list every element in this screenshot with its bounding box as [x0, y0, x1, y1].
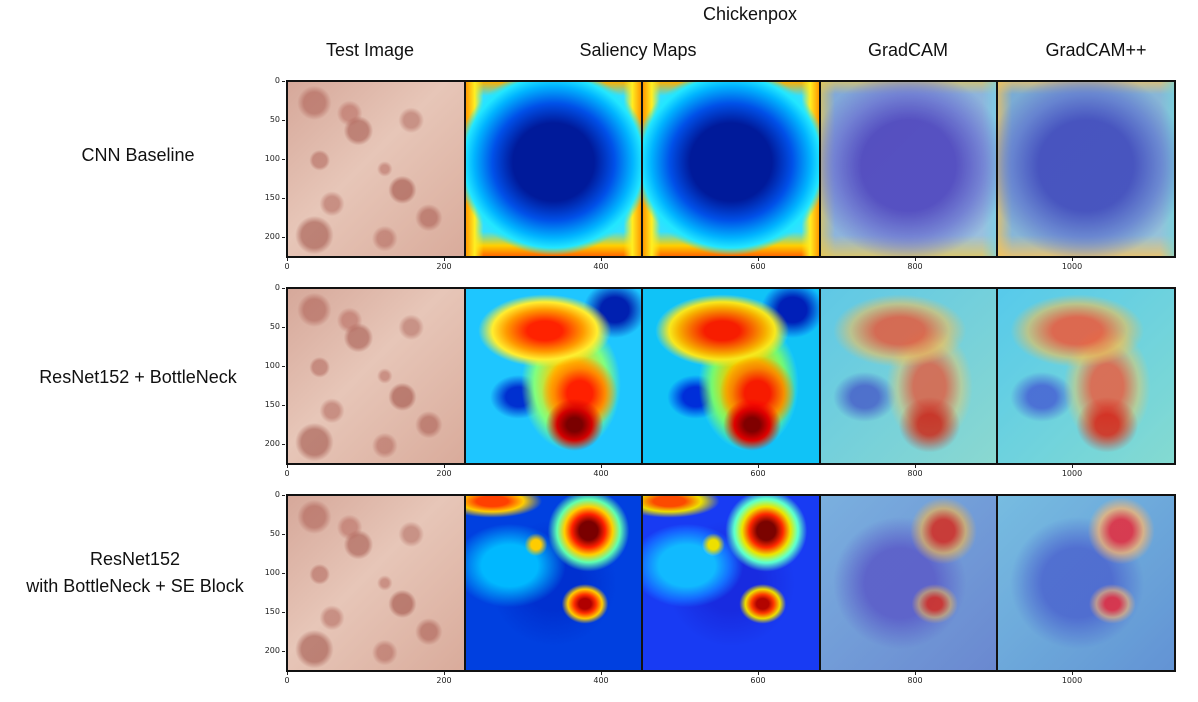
y-tick-label: 50	[258, 322, 285, 331]
gradcam-plus-tile	[996, 82, 1174, 256]
column-header-saliency-maps: Saliency Maps	[579, 40, 697, 60]
y-tick-label: 0	[258, 490, 285, 499]
x-tick-label: 1000	[1057, 465, 1087, 478]
x-tick-label: 800	[900, 465, 930, 478]
saliency-map-tile	[463, 289, 642, 463]
panel-row-resnet152-se	[286, 494, 1176, 672]
x-tick-label: 800	[900, 258, 930, 271]
x-tick-label: 200	[429, 672, 459, 685]
gradcam-tile	[818, 496, 997, 670]
y-tick-label: 0	[258, 283, 285, 292]
x-tick-label: 600	[743, 672, 773, 685]
y-tick-label: 150	[258, 193, 285, 202]
gradcam-tile	[818, 82, 997, 256]
x-tick-label: 600	[743, 465, 773, 478]
y-tick-label: 150	[258, 607, 285, 616]
column-header-gradcam-plus: GradCAM++	[1045, 40, 1147, 60]
x-tick-label: 0	[272, 258, 302, 271]
x-tick-label: 400	[586, 465, 616, 478]
panel-row-cnn-baseline	[286, 80, 1176, 258]
row-label-line: CNN Baseline	[81, 145, 195, 165]
test-image-tile	[288, 82, 464, 256]
y-tick-label: 100	[258, 361, 285, 370]
x-tick-label: 200	[429, 258, 459, 271]
test-image-tile	[288, 289, 464, 463]
row-label-line: with BottleNeck + SE Block	[26, 576, 244, 596]
column-header-gradcam: GradCAM	[867, 40, 948, 60]
x-tick-label: 800	[900, 672, 930, 685]
x-tick-label: 0	[272, 672, 302, 685]
row-label-line: ResNet152	[89, 549, 181, 569]
x-tick-label: 400	[586, 258, 616, 271]
x-tick-label: 1000	[1057, 672, 1087, 685]
test-image-tile	[288, 496, 464, 670]
y-tick-label: 200	[258, 232, 285, 241]
row-label-resnet152-bottleneck: ResNet152 + BottleNeck	[3, 364, 273, 391]
x-tick-label: 1000	[1057, 258, 1087, 271]
row-label-cnn-baseline: CNN Baseline	[3, 142, 273, 169]
figure-title: Chickenpox	[702, 4, 798, 24]
saliency-map-tile	[641, 289, 819, 463]
x-tick-label: 0	[272, 465, 302, 478]
y-tick-label: 200	[258, 439, 285, 448]
column-header-test-image: Test Image	[325, 40, 415, 60]
saliency-map-tile	[463, 496, 642, 670]
saliency-map-tile	[641, 496, 819, 670]
y-tick-label: 100	[258, 154, 285, 163]
row-label-line: ResNet152 + BottleNeck	[39, 367, 237, 387]
saliency-map-tile	[641, 82, 819, 256]
gradcam-plus-tile	[996, 496, 1174, 670]
y-tick-label: 50	[258, 115, 285, 124]
y-tick-label: 150	[258, 400, 285, 409]
x-tick-label: 400	[586, 672, 616, 685]
y-tick-label: 0	[258, 76, 285, 85]
x-tick-label: 200	[429, 465, 459, 478]
saliency-map-tile	[463, 82, 642, 256]
y-tick-label: 50	[258, 529, 285, 538]
gradcam-tile	[818, 289, 997, 463]
panel-row-resnet152-bottleneck	[286, 287, 1176, 465]
y-tick-label: 100	[258, 568, 285, 577]
gradcam-plus-tile	[996, 289, 1174, 463]
y-tick-label: 200	[258, 646, 285, 655]
x-tick-label: 600	[743, 258, 773, 271]
row-label-resnet152-se: ResNet152 with BottleNeck + SE Block	[0, 546, 270, 600]
